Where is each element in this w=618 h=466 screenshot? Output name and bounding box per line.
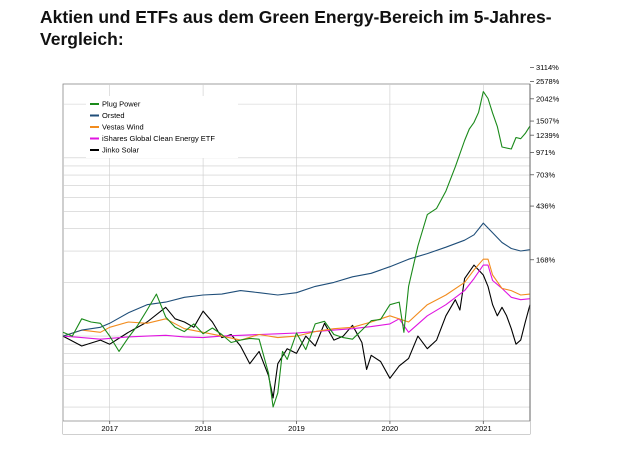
- x-tick-label: 2019: [288, 424, 305, 433]
- y-tick-label: 703%: [536, 170, 556, 179]
- x-tick-label: 2018: [195, 424, 212, 433]
- y-tick-label: 971%: [536, 148, 556, 157]
- legend-label: Jinko Solar: [102, 146, 140, 155]
- y-tick-label: 1239%: [536, 131, 560, 140]
- chart-title: Aktien und ETFs aus dem Green Energy-Ber…: [40, 7, 552, 49]
- legend-label: iShares Global Clean Energy ETF: [102, 134, 215, 143]
- legend-label: Orsted: [102, 111, 125, 120]
- series-line-plug-power: [62, 91, 531, 408]
- legend-label: Vestas Wind: [102, 123, 144, 132]
- x-tick-label: 2017: [101, 424, 118, 433]
- x-axis: 2017 2018 2019 2020 2021: [63, 420, 530, 433]
- y-tick-label: 2042%: [536, 94, 560, 103]
- series-line-vestas-wind: [62, 258, 531, 341]
- series-lines: [62, 91, 531, 408]
- x-axis-band: [63, 421, 530, 434]
- y-tick-label: 2578%: [536, 77, 560, 86]
- series-line-orsted: [62, 222, 531, 337]
- series-line-jinko-solar: [62, 264, 531, 399]
- x-tick-label: 2020: [382, 424, 399, 433]
- y-tick-label: 436%: [536, 202, 556, 211]
- y-tick-label: 1507%: [536, 117, 560, 126]
- y-tick-label: 3114%: [536, 63, 559, 72]
- y-axis: 3114% 2578% 2042% 1507% 1239% 971% 703% 436% 168…: [529, 63, 560, 421]
- legend-box: [86, 96, 238, 158]
- series-line-ishares-global-clean-energy-etf: [62, 264, 531, 340]
- legend-label: Plug Power: [102, 100, 141, 109]
- legend: Plug Power Orsted Vestas Wind iShares Globa…: [86, 96, 238, 158]
- y-tick-label: 168%: [536, 255, 556, 264]
- x-tick-label: 2021: [475, 424, 492, 433]
